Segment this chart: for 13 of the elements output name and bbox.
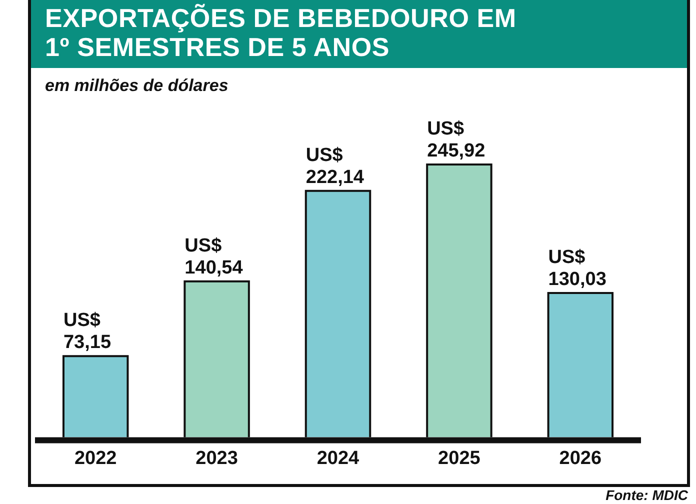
chart-title: EXPORTAÇÕES DE BEBEDOURO EM 1º SEMESTRES DE 5 ANOS <box>31 0 687 68</box>
x-tick-label: 2025 <box>438 448 481 469</box>
data-label: US$ 73,15 <box>63 310 112 354</box>
source-note: Fonte: MDIC <box>606 487 688 503</box>
data-label: US$ 222,14 <box>306 144 364 188</box>
data-label: US$ 140,54 <box>184 235 244 278</box>
x-tick-label: 2022 <box>74 448 117 469</box>
x-tick-label: 2023 <box>196 448 238 469</box>
x-tick-label: 2026 <box>559 448 602 469</box>
data-label: US$ 130,03 <box>548 247 606 290</box>
x-tick-label: 2024 <box>316 448 360 469</box>
data-label: US$ 245,92 <box>427 118 486 162</box>
chart-subtitle: em milhões de dólares <box>44 75 230 96</box>
